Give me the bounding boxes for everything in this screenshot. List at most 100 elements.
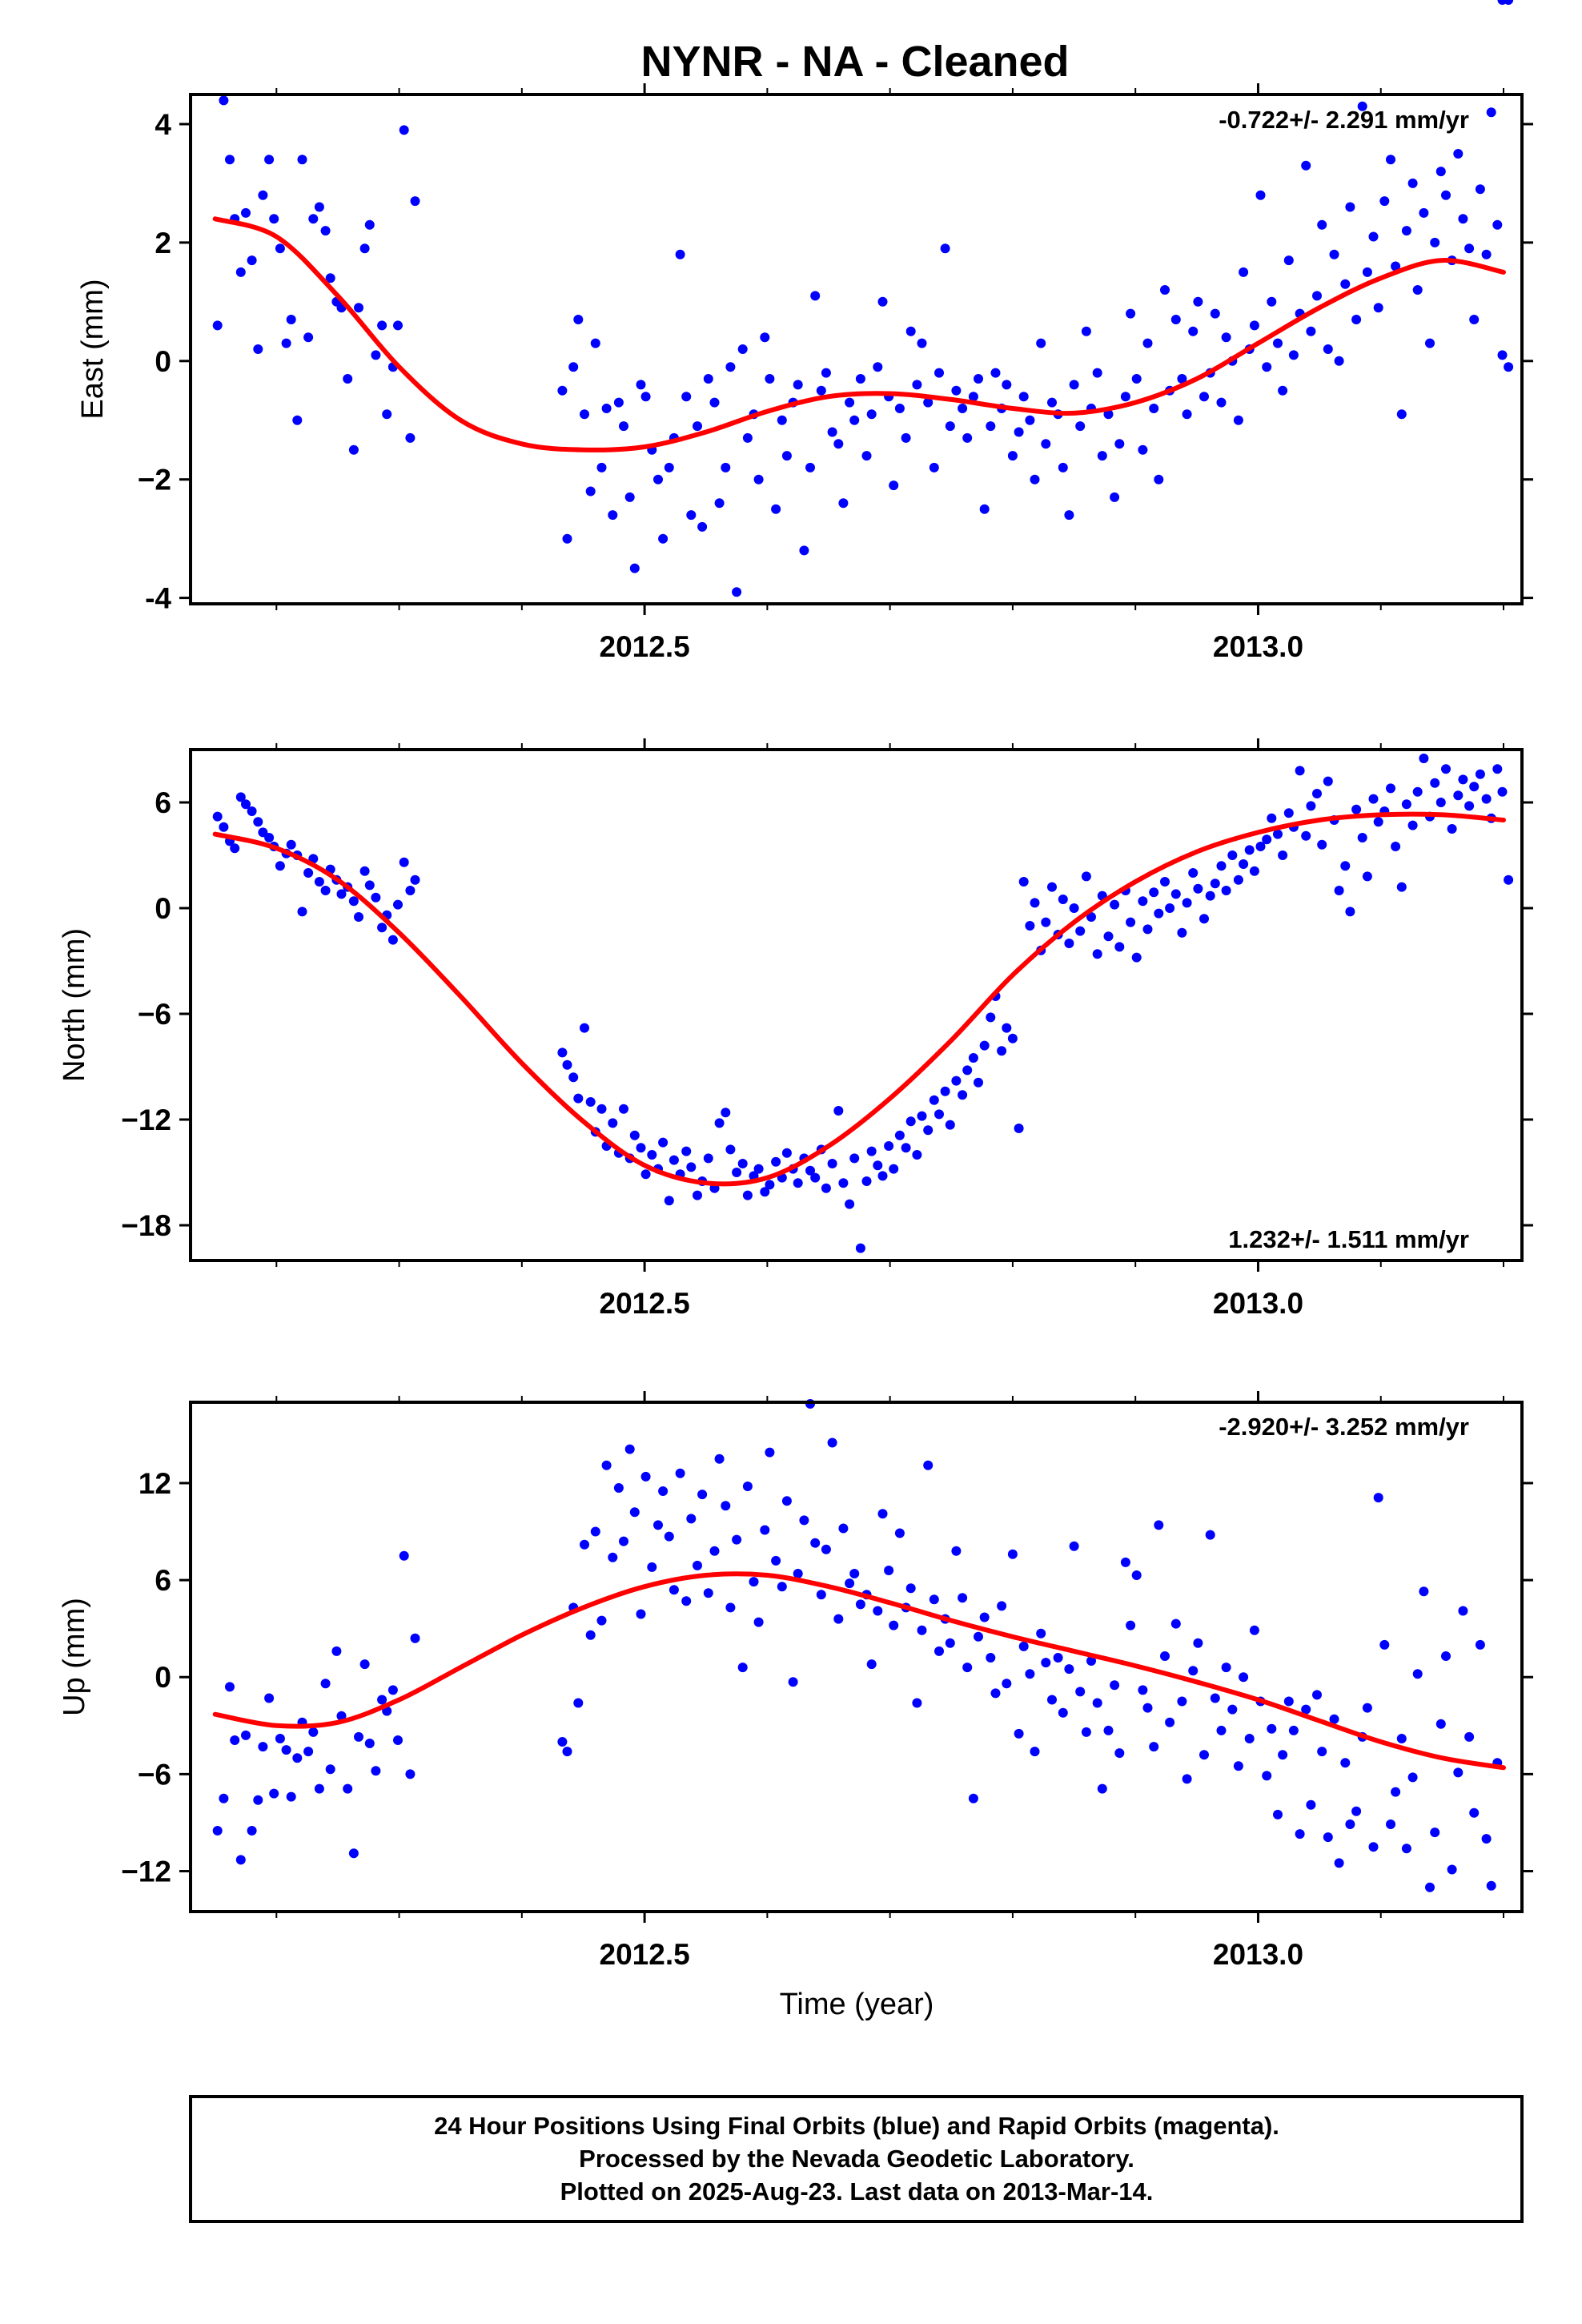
up-data-point — [658, 1486, 669, 1496]
east-data-point — [889, 480, 899, 491]
north-data-point — [1351, 804, 1362, 814]
north-data-point — [737, 1159, 748, 1168]
east-data-point — [596, 462, 607, 472]
north-panel: 6 0 −6 −12 −18 2012.5 2013.0 North (mm) 1.232+… — [58, 738, 1533, 1320]
up-data-point — [1267, 1723, 1277, 1734]
up-data-point — [1441, 1651, 1451, 1661]
north-data-point — [923, 1125, 934, 1136]
up-data-point — [1092, 1698, 1102, 1708]
east-data-point — [308, 214, 319, 224]
north-data-point — [619, 1104, 628, 1114]
up-data-point — [624, 1444, 635, 1454]
north-data-point — [1092, 949, 1102, 959]
up-data-point — [986, 1653, 996, 1663]
east-data-point — [686, 510, 697, 521]
east-data-point — [681, 392, 692, 402]
east-data-point — [1160, 285, 1170, 295]
up-data-point — [1430, 1827, 1440, 1838]
east-data-point — [1120, 392, 1130, 402]
north-data-point — [1340, 861, 1351, 871]
east-data-point — [636, 380, 646, 390]
north-y-tick-label: −18 — [121, 1209, 171, 1242]
up-data-point — [314, 1783, 324, 1794]
east-data-point — [557, 385, 568, 396]
east-data-point — [275, 243, 285, 254]
up-data-point — [1362, 1703, 1372, 1713]
east-data-point — [1064, 510, 1074, 521]
up-data-point — [364, 1739, 375, 1748]
up-data-point — [1120, 1557, 1130, 1567]
up-data-point — [219, 1793, 229, 1803]
up-data-point — [557, 1737, 568, 1747]
up-data-point — [1025, 1669, 1035, 1679]
north-data-point — [1103, 931, 1114, 942]
east-panel: 4 2 0 −2 -4 2012.5 2013.0 East (mm) -0.722+/- … — [76, 83, 1533, 663]
up-data-point — [1210, 1693, 1220, 1703]
up-data-point — [1249, 1625, 1259, 1635]
up-data-point — [1453, 1767, 1464, 1778]
north-data-point — [1210, 879, 1220, 889]
east-data-point — [714, 498, 725, 509]
up-data-point — [1160, 1651, 1170, 1661]
up-data-point — [974, 1631, 983, 1642]
up-data-point — [855, 1599, 865, 1610]
north-data-point — [732, 1168, 742, 1177]
east-data-point — [845, 397, 855, 408]
up-data-point — [1110, 1680, 1120, 1691]
east-data-point — [1170, 315, 1181, 324]
east-data-point — [1288, 350, 1299, 360]
north-data-point — [968, 1053, 978, 1063]
north-data-point — [1244, 845, 1255, 855]
north-data-point — [827, 1159, 837, 1168]
north-data-point — [962, 1065, 973, 1076]
east-data-point — [580, 409, 589, 420]
up-data-point — [1216, 1725, 1227, 1735]
east-data-point — [1492, 219, 1503, 230]
up-data-point — [1447, 1864, 1457, 1875]
east-data-point — [653, 474, 663, 485]
north-data-point — [1058, 895, 1068, 904]
up-data-point — [308, 1727, 319, 1737]
east-data-point — [212, 320, 223, 331]
up-data-point — [1301, 1704, 1311, 1715]
east-data-point — [771, 504, 781, 514]
east-data-point — [753, 474, 764, 485]
up-data-point — [613, 1483, 624, 1493]
east-data-point — [354, 303, 363, 313]
east-data-point — [1368, 231, 1379, 242]
up-data-point — [686, 1514, 697, 1524]
up-data-point — [799, 1515, 809, 1526]
footer-box: 24 Hour Positions Using Final Orbits (bl… — [189, 2095, 1524, 2223]
up-y-tick-label: 0 — [155, 1661, 171, 1694]
east-data-point — [235, 267, 246, 277]
up-data-point — [1069, 1541, 1079, 1551]
east-data-point — [1249, 320, 1259, 331]
north-data-point — [1492, 764, 1503, 774]
north-data-point — [1126, 917, 1136, 927]
north-data-point — [230, 843, 240, 854]
east-data-point — [1379, 196, 1390, 207]
north-data-point — [771, 1156, 781, 1167]
north-data-point — [884, 1141, 894, 1151]
up-data-point — [781, 1496, 792, 1506]
up-data-point — [1103, 1725, 1114, 1735]
north-data-point — [1025, 921, 1035, 931]
north-data-point — [371, 892, 381, 903]
up-data-point — [1114, 1748, 1125, 1759]
east-data-point — [861, 451, 872, 461]
east-data-point — [799, 545, 809, 556]
up-x-tick-label: 2013.0 — [1213, 1938, 1303, 1971]
up-data-point — [1149, 1742, 1159, 1752]
up-data-point — [562, 1747, 572, 1757]
east-data-point — [619, 421, 628, 432]
north-data-point — [793, 1178, 803, 1188]
north-data-point — [1193, 883, 1203, 894]
north-data-point — [557, 1047, 568, 1058]
north-fit-curve — [212, 811, 1506, 1187]
north-data-point — [1497, 786, 1508, 797]
north-data-point — [253, 817, 263, 827]
north-y-tick-label: −12 — [121, 1104, 171, 1136]
north-data-point — [1306, 801, 1316, 811]
up-data-point — [1486, 1880, 1496, 1891]
up-data-point — [765, 1447, 775, 1458]
